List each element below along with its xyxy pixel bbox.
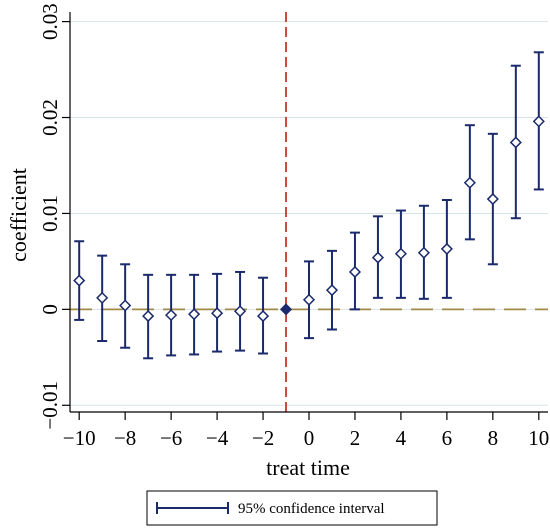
x-tick-label: 2 (350, 426, 361, 450)
x-ticks: −10 −8 −6 −4 −2 0 2 4 6 8 10 (63, 412, 549, 450)
legend-ci-symbol (156, 502, 229, 514)
reference-point-marker (279, 303, 293, 316)
coefficient-marker (532, 115, 545, 128)
coefficient-marker (417, 246, 430, 259)
legend: 95% confidence interval (146, 490, 438, 526)
x-tick-label: −2 (252, 426, 274, 450)
y-tick-label: 0.03 (38, 3, 62, 40)
coefficient-marker (371, 251, 385, 264)
coefficient-series (73, 51, 545, 360)
x-tick-label: 4 (396, 426, 407, 450)
y-axis-title: coefficient (6, 168, 31, 262)
coefficient-marker (348, 265, 362, 279)
coefficient-marker (233, 305, 247, 318)
coefficient-marker (165, 309, 178, 322)
x-tick-label: 8 (488, 426, 499, 450)
coefficient-marker (302, 293, 316, 306)
coefficient-marker (256, 310, 270, 323)
y-tick-label: −0.01 (38, 381, 62, 430)
reference-lines (70, 12, 548, 412)
x-tick-label: 0 (304, 426, 315, 450)
coefficient-marker (509, 136, 522, 149)
coefficient-marker (486, 192, 499, 206)
grid-lines (70, 21, 548, 406)
coefficient-marker (96, 291, 109, 304)
coefficient-marker (463, 176, 476, 189)
y-tick-label: 0.01 (38, 195, 62, 232)
x-tick-label: 10 (528, 426, 549, 450)
coefficient-marker (325, 284, 339, 297)
axes (69, 12, 548, 413)
y-tick-label: 0 (38, 304, 62, 315)
x-tick-label: −10 (63, 426, 96, 450)
coefficient-marker (440, 242, 453, 255)
x-axis-title: treat time (266, 455, 350, 480)
y-tick-label: 0.02 (38, 99, 62, 136)
x-tick-label: −4 (206, 426, 229, 450)
coefficient-marker (188, 308, 201, 321)
legend-label: 95% confidence interval (238, 501, 385, 517)
x-tick-label: −6 (160, 426, 182, 450)
y-ticks: −0.01 0 0.01 0.02 0.03 (38, 3, 70, 430)
x-tick-label: −8 (114, 426, 136, 450)
coefficient-marker (142, 310, 155, 323)
coefficient-marker (73, 274, 86, 287)
coefficient-marker (211, 307, 224, 320)
coefficient-marker (119, 299, 132, 312)
coefficient-marker (394, 247, 407, 260)
x-tick-label: 6 (442, 426, 453, 450)
